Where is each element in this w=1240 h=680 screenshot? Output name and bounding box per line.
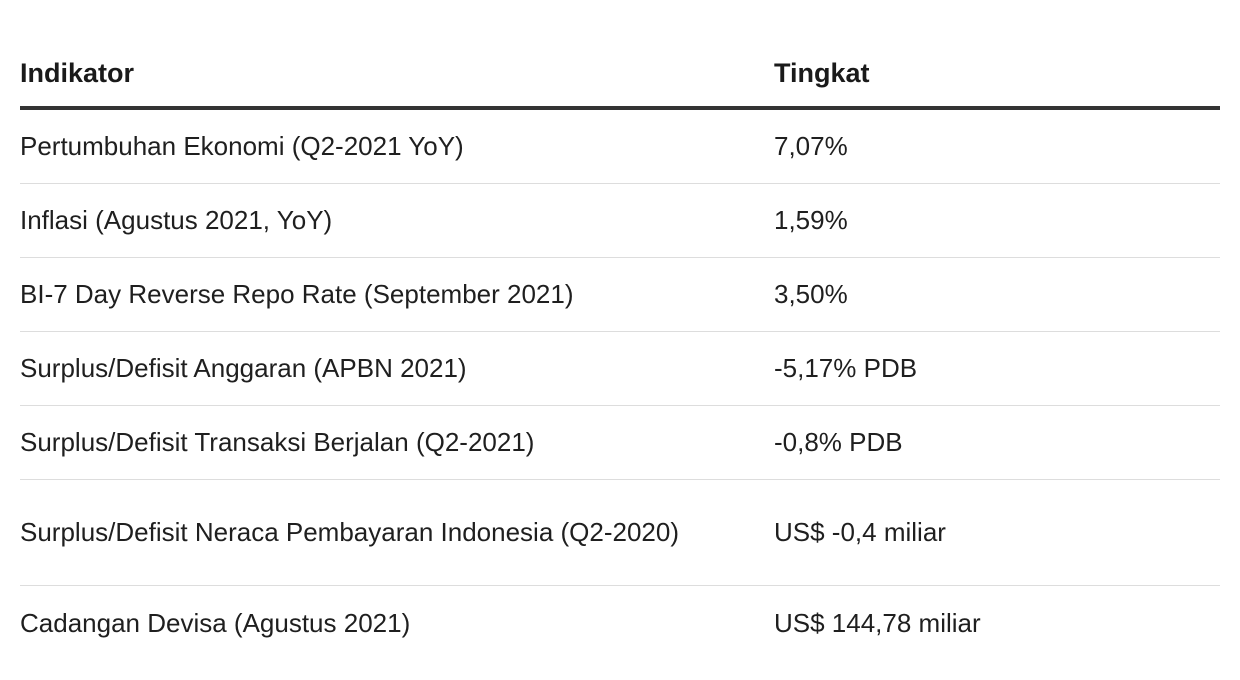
column-header-indikator: Indikator xyxy=(20,40,774,110)
table-row: Cadangan Devisa (Agustus 2021) US$ 144,7… xyxy=(20,586,1220,661)
value-cell: US$ 144,78 miliar xyxy=(774,607,981,638)
table-row: Pertumbuhan Ekonomi (Q2-2021 YoY) 7,07% xyxy=(20,108,1220,184)
value-cell: 1,59% xyxy=(774,183,1220,258)
value-cell: -0,8% PDB xyxy=(774,405,1220,480)
value-cell: 3,50% xyxy=(774,257,1220,332)
value-cell: -5,17% PDB xyxy=(774,331,1220,406)
table-row: Inflasi (Agustus 2021, YoY) 1,59% xyxy=(20,183,1220,258)
table-row: Surplus/Defisit Anggaran (APBN 2021) -5,… xyxy=(20,331,1220,406)
indicator-table: Indikator Tingkat Pertumbuhan Ekonomi (Q… xyxy=(20,40,1220,660)
indicator-cell: Cadangan Devisa (Agustus 2021) xyxy=(20,607,411,638)
indicator-cell: Surplus/Defisit Neraca Pembayaran Indone… xyxy=(20,479,774,586)
indicator-cell: Surplus/Defisit Transaksi Berjalan (Q2-2… xyxy=(20,405,774,480)
table-body: Pertumbuhan Ekonomi (Q2-2021 YoY) 7,07% … xyxy=(20,108,1220,660)
table-row: Surplus/Defisit Neraca Pembayaran Indone… xyxy=(20,479,1220,586)
indicator-cell: Inflasi (Agustus 2021, YoY) xyxy=(20,183,774,258)
indicator-cell: Surplus/Defisit Anggaran (APBN 2021) xyxy=(20,331,774,406)
value-cell: US$ -0,4 miliar xyxy=(774,479,1220,586)
table-header: Indikator Tingkat xyxy=(20,40,1220,110)
header-row: Indikator Tingkat xyxy=(20,40,1220,110)
column-header-tingkat: Tingkat xyxy=(774,40,1220,110)
table-row: Surplus/Defisit Transaksi Berjalan (Q2-2… xyxy=(20,405,1220,480)
value-cell: 7,07% xyxy=(774,108,1220,184)
indicator-cell: Pertumbuhan Ekonomi (Q2-2021 YoY) xyxy=(20,108,774,184)
indicator-table-container: Indikator Tingkat Pertumbuhan Ekonomi (Q… xyxy=(20,40,1220,660)
table-row: BI-7 Day Reverse Repo Rate (September 20… xyxy=(20,257,1220,332)
indicator-cell: BI-7 Day Reverse Repo Rate (September 20… xyxy=(20,257,774,332)
